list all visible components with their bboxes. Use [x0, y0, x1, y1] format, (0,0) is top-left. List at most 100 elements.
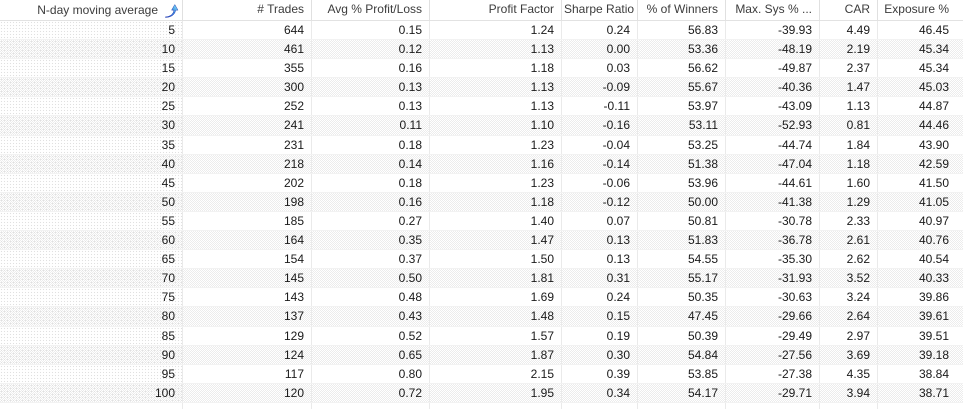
table-row[interactable]: 35 231 0.18 1.23 -0.04 53.25 -44.74 1.84…	[0, 135, 963, 155]
cell-avg-profit-loss: 0.13	[312, 78, 430, 97]
cell-trades: 137	[183, 307, 312, 326]
cell-param: 20	[0, 78, 183, 97]
filler-cell	[726, 402, 820, 409]
cell-sharpe-ratio: 0.31	[562, 269, 638, 288]
table-row[interactable]: 65 154 0.37 1.50 0.13 54.55 -35.30 2.62 …	[0, 250, 963, 270]
filler-cell	[183, 402, 312, 409]
cell-percent-winners: 54.55	[638, 250, 726, 269]
table-row[interactable]: 60 164 0.35 1.47 0.13 51.83 -36.78 2.61 …	[0, 231, 963, 251]
cell-sharpe-ratio: 0.39	[562, 364, 638, 383]
cell-trades: 355	[183, 59, 312, 78]
cell-max-sys-drawdown: -40.36	[726, 78, 820, 97]
cell-profit-factor: 1.81	[430, 269, 562, 288]
table-row[interactable]: 5 644 0.15 1.24 0.24 56.83 -39.93 4.49 4…	[0, 21, 963, 41]
filler-cell	[878, 403, 963, 409]
cell-avg-profit-loss: 0.16	[312, 59, 430, 78]
cell-exposure: 45.03	[918, 80, 949, 95]
cell-exposure: 45.34	[918, 42, 949, 57]
column-header-avg-profit-loss[interactable]: Avg % Profit/Loss	[312, 0, 430, 20]
cell-avg-profit-loss: 0.16	[312, 192, 430, 211]
cell-percent-winners: 56.83	[638, 21, 726, 40]
cell-car: 2.61	[820, 231, 878, 250]
cell-percent-winners: 53.11	[638, 116, 726, 135]
table-row[interactable]: 30 241 0.11 1.10 -0.16 53.11 -52.93 0.81…	[0, 116, 963, 136]
cell-max-sys-drawdown: -30.78	[726, 211, 820, 231]
cell-percent-winners: 47.45	[638, 307, 726, 326]
cell-param: 45	[0, 173, 183, 192]
table-row[interactable]: 10 461 0.12 1.13 0.00 53.36 -48.19 2.19 …	[0, 40, 963, 60]
table-row[interactable]: 90 124 0.65 1.87 0.30 54.84 -27.56 3.69 …	[0, 345, 963, 365]
cell-max-sys-drawdown: -49.87	[726, 59, 820, 78]
table-row[interactable]: 15 355 0.16 1.18 0.03 56.62 -49.87 2.37 …	[0, 59, 963, 79]
cell-percent-winners: 53.25	[638, 135, 726, 154]
cell-param: 30	[0, 116, 183, 135]
table-row[interactable]: 25 252 0.13 1.13 -0.11 53.97 -43.09 1.13…	[0, 97, 963, 117]
cell-trades: 117	[183, 364, 312, 383]
cell-sharpe-ratio: 0.07	[562, 211, 638, 231]
cell-sharpe-ratio: -0.06	[562, 173, 638, 192]
table-row[interactable]: 50 198 0.16 1.18 -0.12 50.00 -41.38 1.29…	[0, 192, 963, 212]
column-header-car[interactable]: CAR	[820, 0, 878, 20]
cell-trades: 129	[183, 326, 312, 345]
cell-sharpe-ratio: 0.19	[562, 326, 638, 345]
cell-sharpe-ratio: 0.13	[562, 231, 638, 250]
results-body: 5 644 0.15 1.24 0.24 56.83 -39.93 4.49 4…	[0, 21, 963, 403]
column-header-sharpe-ratio[interactable]: Sharpe Ratio	[562, 0, 638, 20]
cell-car: 2.33	[820, 211, 878, 231]
table-row[interactable]: 100 120 0.72 1.95 0.34 54.17 -29.71 3.94…	[0, 383, 963, 403]
cell-sharpe-ratio: 0.30	[562, 345, 638, 364]
cell-param: 10	[0, 40, 183, 59]
cell-percent-winners: 53.85	[638, 364, 726, 383]
column-header-percent-winners[interactable]: % of Winners	[638, 0, 726, 20]
cell-param: 60	[0, 231, 183, 250]
cell-avg-profit-loss: 0.14	[312, 154, 430, 173]
cell-percent-winners: 50.00	[638, 192, 726, 211]
column-header-max-sys-drawdown[interactable]: Max. Sys % ...	[726, 0, 820, 20]
cell-avg-profit-loss: 0.43	[312, 307, 430, 326]
table-row[interactable]: 20 300 0.13 1.13 -0.09 55.67 -40.36 1.47…	[0, 78, 963, 98]
column-header-param[interactable]: N-day moving average	[0, 0, 183, 20]
cell-param: 85	[0, 326, 183, 345]
table-row[interactable]: 80 137 0.43 1.48 0.15 47.45 -29.66 2.64 …	[0, 307, 963, 327]
cell-percent-winners: 53.97	[638, 97, 726, 116]
table-row[interactable]: 45 202 0.18 1.23 -0.06 53.96 -44.61 1.60…	[0, 173, 963, 193]
cell-sharpe-ratio: 0.24	[562, 21, 638, 40]
cell-sharpe-ratio: -0.14	[562, 154, 638, 173]
column-header-exposure[interactable]: Exposure %	[884, 2, 949, 16]
cell-car: 4.49	[820, 21, 878, 40]
cell-param: 90	[0, 345, 183, 364]
table-row[interactable]: 40 218 0.14 1.16 -0.14 51.38 -47.04 1.18…	[0, 154, 963, 174]
cell-avg-profit-loss: 0.80	[312, 364, 430, 383]
filler-cell	[312, 402, 430, 409]
cell-exposure: 39.61	[918, 309, 949, 324]
cell-max-sys-drawdown: -48.19	[726, 40, 820, 59]
column-header-profit-factor[interactable]: Profit Factor	[430, 0, 562, 20]
cell-profit-factor: 1.16	[430, 154, 562, 173]
table-row[interactable]: 95 117 0.80 2.15 0.39 53.85 -27.38 4.35 …	[0, 364, 963, 384]
column-header-trades[interactable]: # Trades	[183, 0, 312, 20]
filler-cell	[820, 402, 878, 409]
cell-max-sys-drawdown: -29.49	[726, 326, 820, 345]
cell-exposure: 44.46	[918, 118, 949, 133]
cell-param: 35	[0, 135, 183, 154]
cell-max-sys-drawdown: -41.38	[726, 192, 820, 211]
table-row[interactable]: 70 145 0.50 1.81 0.31 55.17 -31.93 3.52 …	[0, 269, 963, 289]
cell-percent-winners: 55.67	[638, 78, 726, 97]
filler-cell	[562, 402, 638, 409]
cell-profit-factor: 1.23	[430, 135, 562, 154]
cell-trades: 300	[183, 78, 312, 97]
cell-avg-profit-loss: 0.50	[312, 269, 430, 288]
cell-trades: 120	[183, 383, 312, 402]
cell-car: 1.29	[820, 192, 878, 211]
cell-trades: 202	[183, 173, 312, 192]
cell-avg-profit-loss: 0.65	[312, 345, 430, 364]
table-row[interactable]: 75 143 0.48 1.69 0.24 50.35 -30.63 3.24 …	[0, 288, 963, 308]
table-row[interactable]: 55 185 0.27 1.40 0.07 50.81 -30.78 2.33 …	[0, 211, 963, 232]
cell-percent-winners: 50.39	[638, 326, 726, 345]
cell-car: 1.84	[820, 135, 878, 154]
cell-avg-profit-loss: 0.35	[312, 231, 430, 250]
filler-cell	[430, 402, 562, 409]
table-row[interactable]: 85 129 0.52 1.57 0.19 50.39 -29.49 2.97 …	[0, 326, 963, 346]
cell-exposure: 39.18	[918, 347, 949, 362]
cell-exposure: 45.34	[918, 61, 949, 76]
